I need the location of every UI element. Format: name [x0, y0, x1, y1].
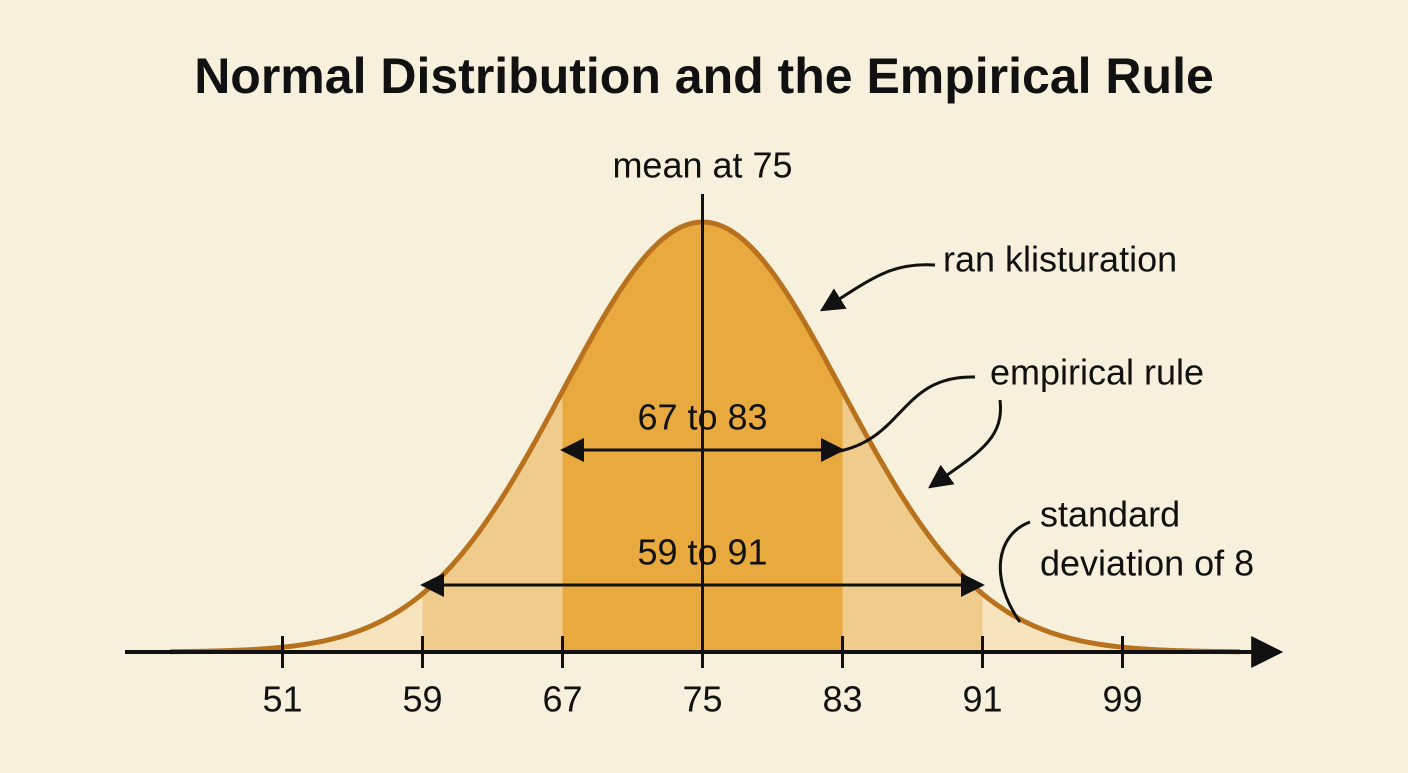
- x-tick-label: 59: [402, 679, 442, 720]
- annotation-arrow: [928, 399, 1003, 489]
- rule-annotation: empirical rule: [990, 352, 1204, 393]
- chart-title: Normal Distribution and the Empirical Ru…: [194, 48, 1214, 104]
- annotation-arrow: [819, 263, 936, 312]
- band-label: 67 to 83: [637, 397, 767, 438]
- sd-annotation: deviation of 8: [1040, 543, 1254, 584]
- x-tick-label: 83: [822, 679, 862, 720]
- x-tick-label: 99: [1102, 679, 1142, 720]
- plot: mean at 75 59 to 91 67 to 83 51 59 67 75 83 91 99: [125, 145, 1284, 720]
- density-curve: [169, 219, 1241, 655]
- annotation-arrow: [834, 375, 976, 454]
- mean-label: mean at 75: [612, 145, 792, 186]
- annotation-line: [998, 520, 1031, 623]
- curve-annotation: ran klisturation: [943, 239, 1177, 280]
- x-tick-label: 91: [962, 679, 1002, 720]
- x-tick-label: 67: [542, 679, 582, 720]
- x-tick-label: 51: [262, 679, 302, 720]
- sd-annotation: standard: [1040, 494, 1180, 535]
- x-tick-label: 75: [682, 679, 722, 720]
- band-label: 59 to 91: [637, 532, 767, 573]
